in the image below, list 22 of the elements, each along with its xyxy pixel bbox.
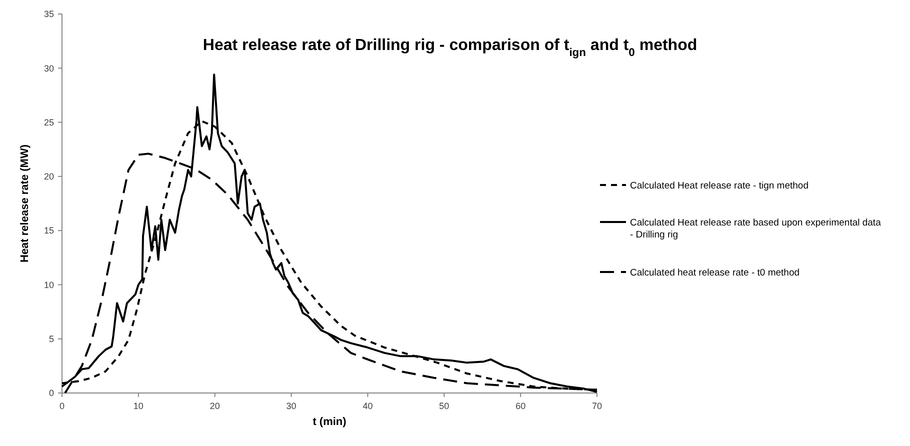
text: Heat release rate of Drilling rig - comparison of t$_{ign}$ and t$_{0}$ method [202,37,698,59]
x-axis-title: t (min) [312,416,347,428]
y-tick-label: 20 [44,172,54,182]
y-tick-label: 15 [44,226,54,236]
y-tick-label: 0 [48,388,54,398]
y-tick-label: 35 [44,9,54,20]
x-tick-label: 60 [516,401,526,411]
y-tick-label: 10 [44,280,54,290]
y-tick-label: 5 [48,334,54,344]
y-tick-label: 30 [44,63,54,74]
x-tick-label: 30 [286,401,296,411]
legend-label: Calculated Heat release rate based upon experimental data - Drilling rig [630,217,882,241]
y-tick-label: 25 [44,117,54,128]
x-tick-label: 0 [59,401,65,411]
x-tick-label: 70 [592,401,602,411]
x-tick-label: 40 [362,401,373,411]
x-tick-label: 50 [439,401,450,411]
y-axis-title: Heat release rate (MW) [19,144,31,262]
legend-label: Calculated heat release rate - t0 method [630,267,800,278]
legend-label: Calculated Heat release rate - tign method [630,180,808,192]
x-tick-label: 20 [210,401,220,411]
x-tick-label: 10 [133,401,144,411]
